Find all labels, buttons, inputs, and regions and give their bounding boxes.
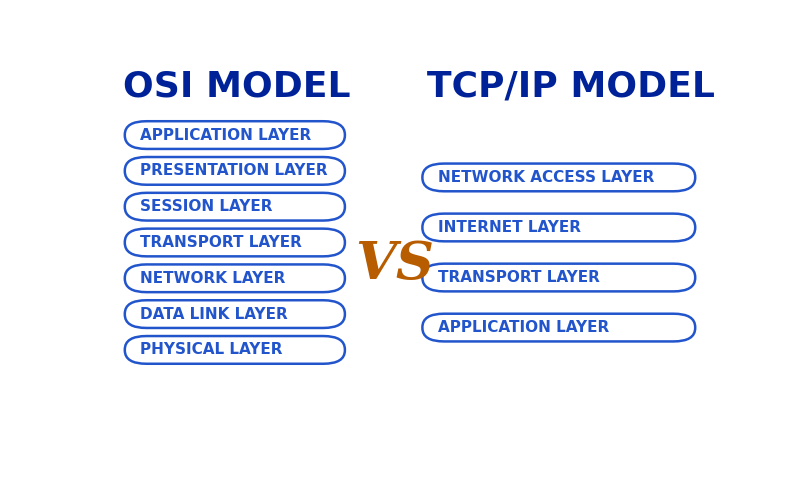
Text: PHYSICAL LAYER: PHYSICAL LAYER <box>140 342 283 357</box>
FancyBboxPatch shape <box>422 214 695 242</box>
FancyBboxPatch shape <box>422 164 695 192</box>
Text: VS: VS <box>356 238 434 290</box>
FancyBboxPatch shape <box>125 300 345 328</box>
FancyBboxPatch shape <box>125 157 345 184</box>
Text: TRANSPORT LAYER: TRANSPORT LAYER <box>140 235 302 250</box>
Text: SESSION LAYER: SESSION LAYER <box>140 199 273 214</box>
Text: PRESENTATION LAYER: PRESENTATION LAYER <box>140 164 328 178</box>
Text: INTERNET LAYER: INTERNET LAYER <box>438 220 581 235</box>
FancyBboxPatch shape <box>125 264 345 292</box>
FancyBboxPatch shape <box>422 314 695 342</box>
FancyBboxPatch shape <box>125 193 345 220</box>
Text: TRANSPORT LAYER: TRANSPORT LAYER <box>438 270 600 285</box>
Text: TCP/IP MODEL: TCP/IP MODEL <box>427 70 715 104</box>
Text: NETWORK LAYER: NETWORK LAYER <box>140 271 286 286</box>
Text: APPLICATION LAYER: APPLICATION LAYER <box>438 320 609 335</box>
FancyBboxPatch shape <box>125 228 345 256</box>
FancyBboxPatch shape <box>422 264 695 291</box>
FancyBboxPatch shape <box>125 336 345 364</box>
Text: DATA LINK LAYER: DATA LINK LAYER <box>140 306 288 322</box>
Text: NETWORK ACCESS LAYER: NETWORK ACCESS LAYER <box>438 170 654 185</box>
FancyBboxPatch shape <box>125 121 345 149</box>
Text: OSI MODEL: OSI MODEL <box>122 70 350 104</box>
Text: APPLICATION LAYER: APPLICATION LAYER <box>140 128 311 142</box>
